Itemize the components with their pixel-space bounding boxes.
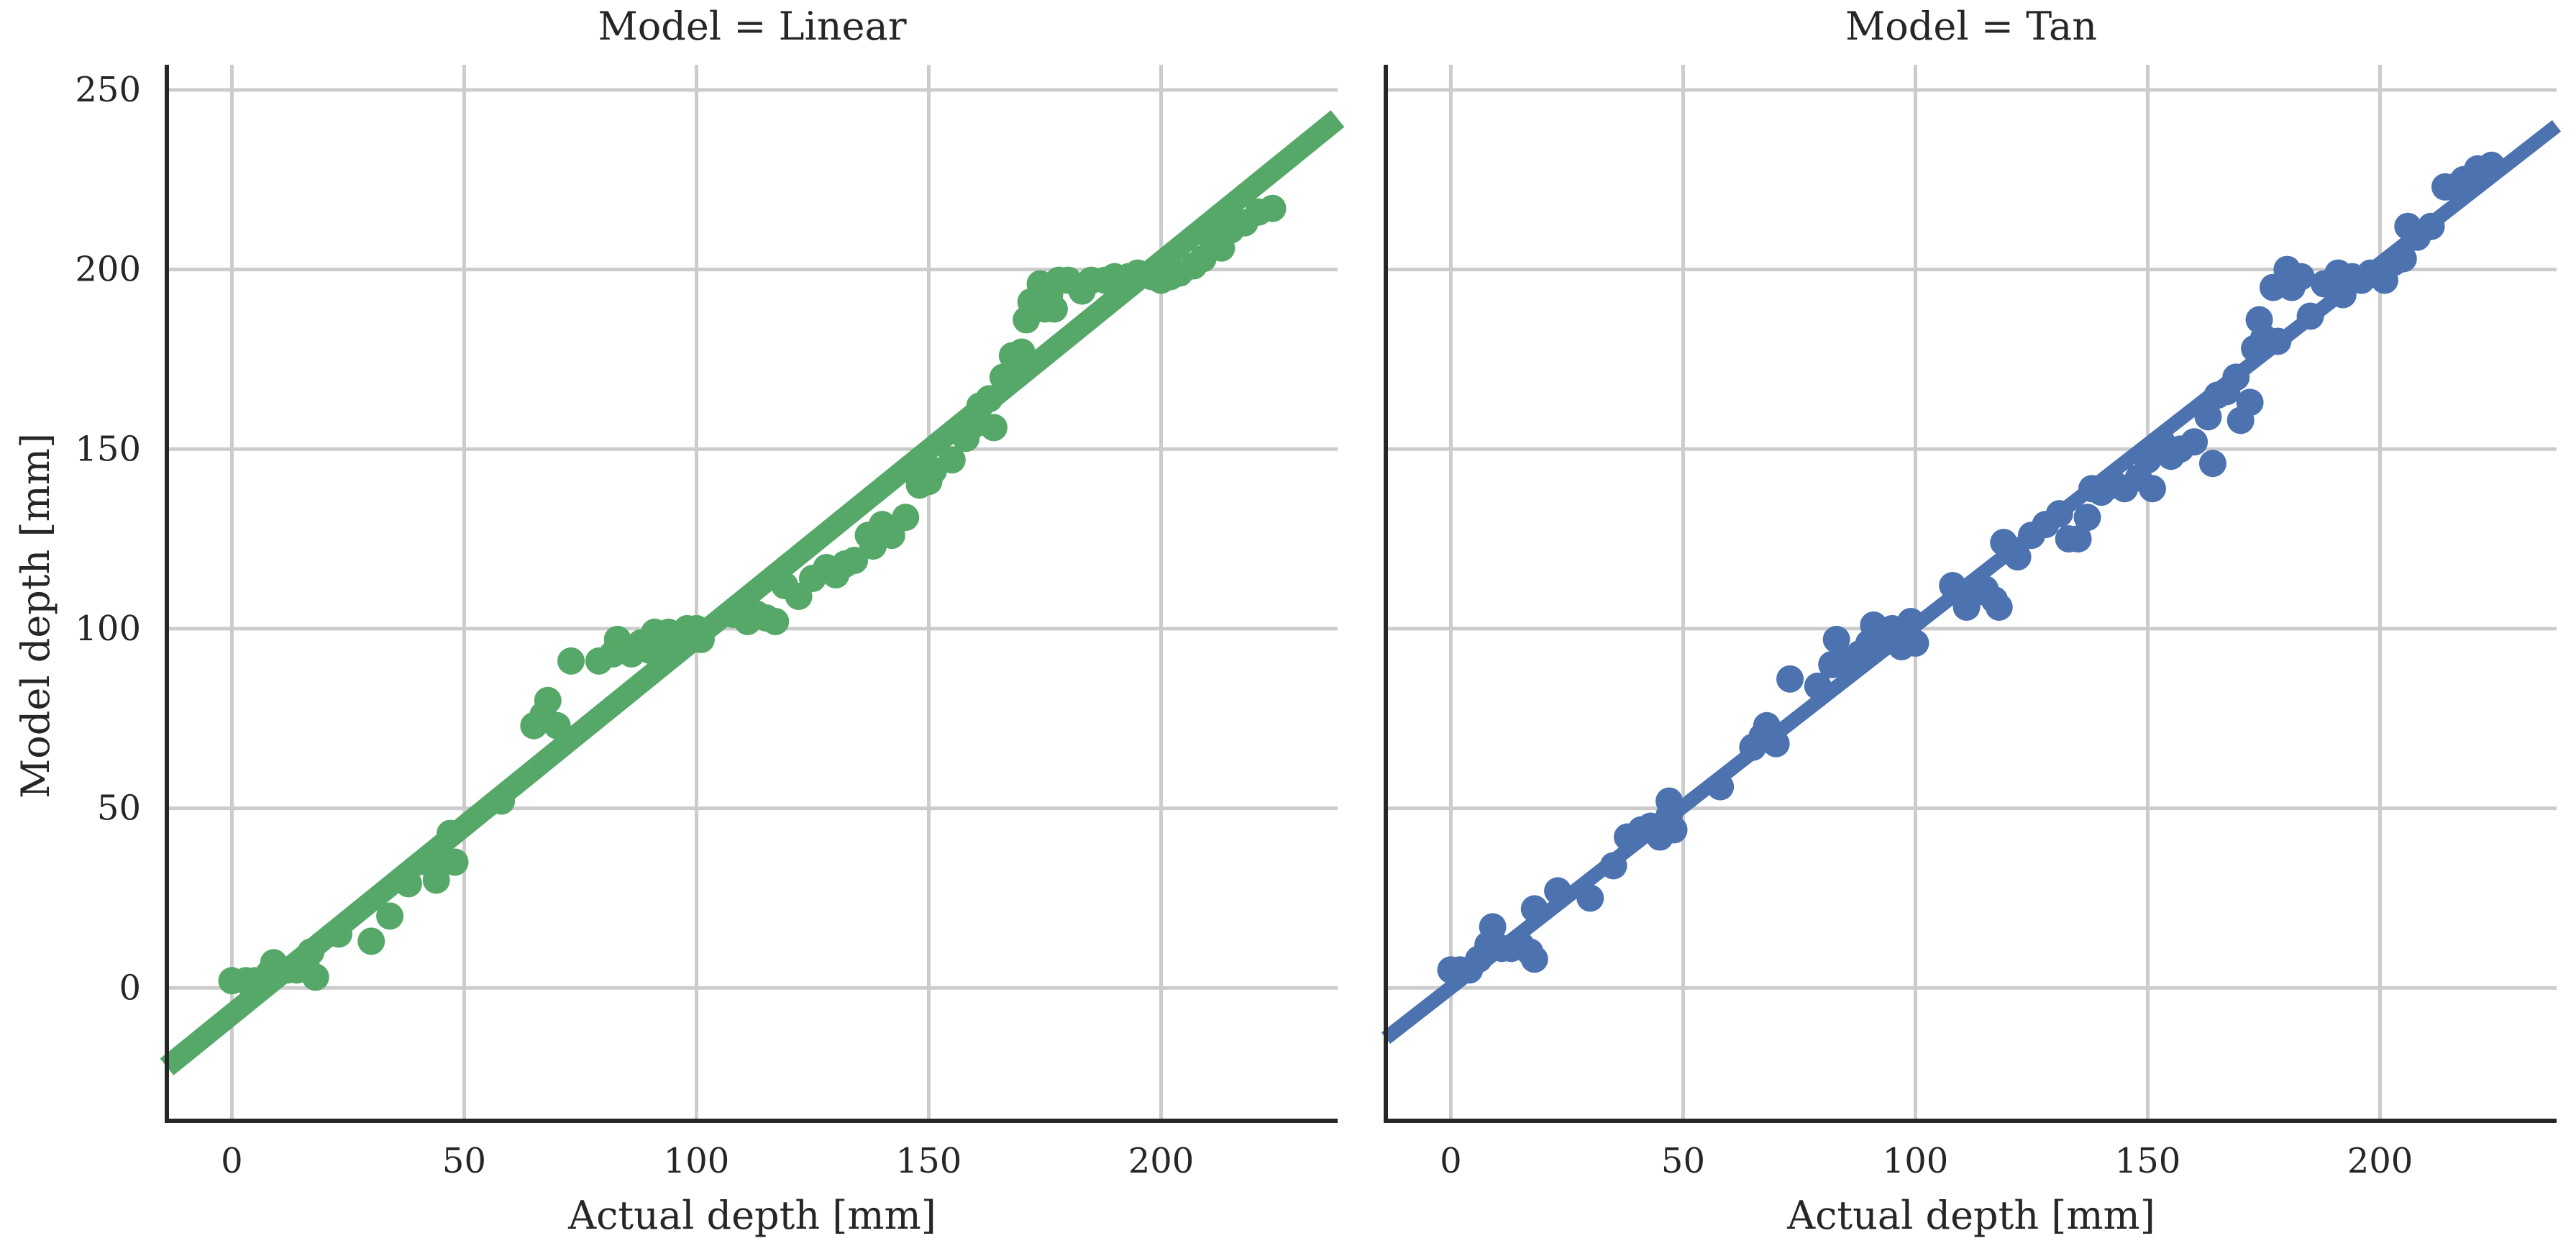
y-tick-label: 50: [97, 788, 141, 829]
data-point: [488, 787, 516, 815]
data-point: [325, 920, 353, 948]
x-tick-label: 150: [2115, 1141, 2181, 1181]
data-point: [762, 607, 790, 635]
data-point: [441, 848, 469, 876]
data-point: [2222, 363, 2250, 391]
data-point: [2287, 263, 2315, 291]
data-point: [1707, 773, 1735, 801]
data-point: [1008, 338, 1036, 366]
x-tick-label: 100: [1883, 1141, 1949, 1181]
data-point: [1479, 913, 1507, 941]
data-point: [534, 686, 562, 714]
panel-model-linear: Model = Linear 0 50 100 150 200 0 50 100 150 200 2…: [13, 4, 1345, 1238]
x-tick-label: 200: [2347, 1141, 2413, 1181]
scatter-points: [1437, 151, 2506, 984]
data-point: [1897, 607, 1925, 635]
tick-labels: 0 50 100 150 200 0 50 100 150 200 250: [75, 70, 1194, 1181]
data-point: [2198, 450, 2226, 478]
data-point: [1576, 884, 1604, 912]
x-tick-label: 0: [1440, 1141, 1462, 1181]
data-point: [1259, 194, 1287, 222]
data-point: [2236, 388, 2264, 417]
data-point: [2264, 327, 2292, 355]
data-point: [1520, 895, 1548, 923]
data-point: [1660, 816, 1688, 844]
x-tick-label: 50: [1661, 1141, 1705, 1181]
data-point: [975, 385, 1003, 413]
data-point: [2477, 151, 2506, 179]
y-tick-label: 200: [75, 250, 141, 290]
data-point: [437, 819, 465, 847]
data-point: [2296, 302, 2324, 330]
data-point: [357, 927, 385, 955]
data-point: [557, 647, 585, 675]
y-tick-label: 0: [119, 968, 141, 1008]
data-point: [2004, 543, 2032, 571]
data-point: [543, 711, 571, 740]
data-point: [1776, 665, 1804, 693]
tick-labels: 0 50 100 150 200: [1440, 1141, 2413, 1181]
panel-title: Model = Linear: [598, 4, 906, 49]
data-point: [1655, 787, 1684, 815]
data-point: [892, 504, 920, 532]
x-axis-label: Actual depth [mm]: [567, 1193, 936, 1238]
data-point: [1901, 629, 1929, 657]
data-point: [841, 547, 869, 575]
x-tick-label: 50: [442, 1141, 486, 1181]
x-tick-label: 0: [221, 1141, 243, 1181]
data-point: [2180, 428, 2209, 456]
data-point: [1520, 945, 1548, 973]
data-point: [1040, 295, 1068, 323]
data-point: [2138, 475, 2166, 503]
data-point: [2064, 525, 2092, 553]
data-point: [376, 902, 404, 930]
panel-model-tan: Model = Tan 0 50 100 150 200 Actual depth [m…: [1381, 4, 2562, 1238]
data-point: [2389, 245, 2417, 273]
y-tick-label: 150: [75, 429, 141, 469]
data-point: [1822, 625, 1850, 653]
x-tick-label: 200: [1128, 1141, 1195, 1181]
panel-title: Model = Tan: [1845, 4, 2097, 49]
scatter-points: [218, 194, 1287, 995]
data-point: [938, 446, 966, 474]
data-point: [2194, 403, 2222, 431]
data-point: [1544, 877, 1572, 905]
data-point: [422, 866, 450, 894]
data-point: [2417, 212, 2445, 240]
data-point: [687, 625, 715, 653]
data-point: [1985, 593, 2013, 621]
x-tick-label: 100: [664, 1141, 730, 1181]
data-point: [394, 870, 422, 898]
data-point: [2073, 504, 2101, 532]
data-point: [297, 938, 325, 966]
y-axis-label: Model depth [mm]: [13, 433, 58, 799]
data-point: [979, 414, 1008, 442]
data-point: [301, 963, 329, 991]
data-point: [1599, 852, 1627, 880]
x-axis-label: Actual depth [mm]: [1786, 1193, 2155, 1238]
data-point: [1939, 572, 1967, 600]
x-tick-label: 150: [896, 1141, 962, 1181]
y-tick-label: 100: [75, 609, 141, 649]
y-tick-label: 250: [75, 70, 141, 110]
data-point: [989, 363, 1017, 391]
data-point: [2045, 500, 2073, 528]
data-point: [1804, 672, 1832, 700]
data-point: [1762, 729, 1790, 758]
